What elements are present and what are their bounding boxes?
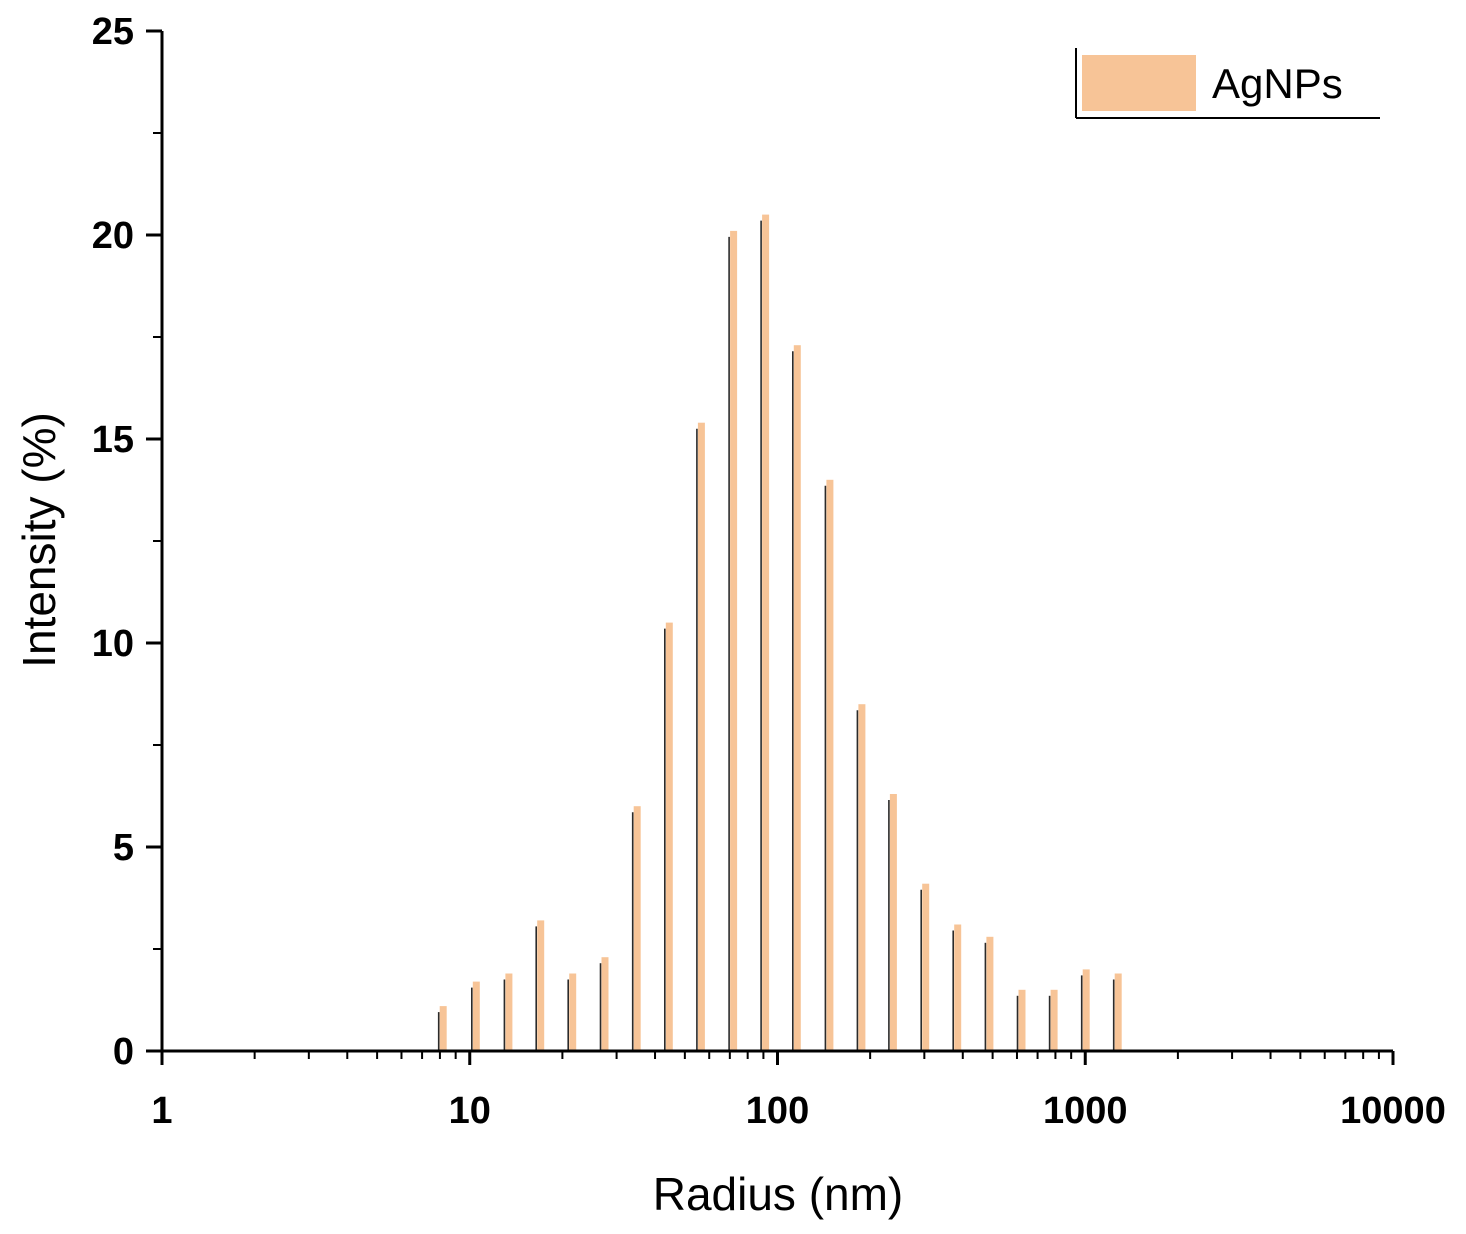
bar-19 [1050, 989, 1058, 1051]
bar-10 [762, 214, 770, 1052]
bar-13 [858, 704, 866, 1051]
bar-12 [826, 479, 834, 1051]
y-tick-label-0: 0 [113, 1031, 134, 1073]
bar-9 [730, 230, 738, 1051]
bars-layer [437, 214, 1122, 1052]
bar-4 [569, 973, 577, 1051]
bar-15 [922, 883, 930, 1051]
bar-6 [633, 806, 641, 1051]
bar-5 [601, 957, 609, 1051]
bar-17 [986, 936, 994, 1051]
y-tick-label-2: 10 [92, 623, 134, 665]
bar-11 [793, 345, 801, 1051]
y-tick-label-5: 25 [92, 11, 134, 53]
x-tick-label-0: 1 [151, 1090, 172, 1132]
bar-14 [889, 794, 897, 1051]
ticks-layer: 1 10 100 1000 10000 0 5 10 15 20 25 [92, 11, 1446, 1132]
legend-swatch [1082, 55, 1196, 111]
bar-0 [439, 1006, 447, 1051]
bar-18 [1018, 989, 1026, 1051]
x-axis-title: Radius (nm) [653, 1168, 904, 1220]
bar-2 [505, 973, 513, 1051]
bar-21 [1114, 973, 1122, 1051]
bar-7 [665, 622, 673, 1051]
axes-layer [160, 31, 1393, 1053]
bar-20 [1082, 969, 1090, 1051]
y-axis-title: Intensity (%) [13, 412, 65, 668]
x-tick-label-4: 10000 [1340, 1090, 1446, 1132]
x-tick-label-3: 1000 [1043, 1090, 1128, 1132]
bar-1 [472, 981, 480, 1051]
x-tick-label-1: 10 [449, 1090, 491, 1132]
bar-3 [537, 920, 545, 1051]
y-tick-label-1: 5 [113, 827, 134, 869]
legend-label: AgNPs [1212, 60, 1343, 107]
y-tick-label-4: 20 [92, 215, 134, 257]
bar-16 [954, 924, 962, 1051]
legend: AgNPs [1075, 48, 1380, 119]
bar-8 [697, 422, 705, 1051]
x-tick-label-2: 100 [746, 1090, 809, 1132]
y-tick-label-3: 15 [92, 419, 134, 461]
